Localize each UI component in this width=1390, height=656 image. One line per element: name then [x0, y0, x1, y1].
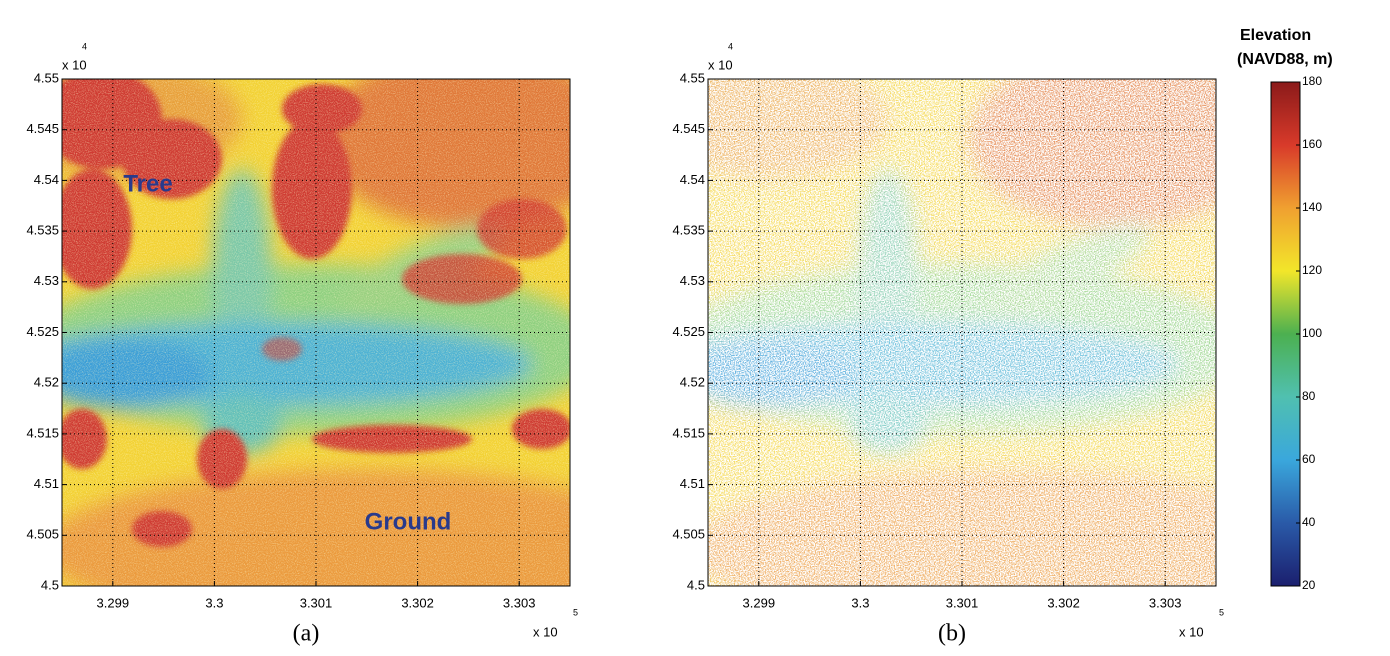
y-tick-label: 4.54	[680, 172, 705, 187]
colorbar-tick-label: 140	[1302, 200, 1322, 214]
x-tick-label: 3.301	[946, 595, 979, 610]
y-tick-label: 4.525	[672, 324, 705, 339]
axes-frame	[707, 78, 1217, 587]
y-exponent: 4	[728, 41, 733, 51]
colorbar-tick-label: 80	[1302, 389, 1316, 403]
y-tick-label: 4.51	[34, 476, 59, 491]
colorbar-tick-label: 100	[1302, 326, 1322, 340]
axes-frame	[61, 78, 571, 587]
y-tick-label: 4.53	[34, 273, 59, 288]
colorbar-tick-label: 180	[1302, 74, 1322, 88]
x-tick-label: 3.299	[743, 595, 776, 610]
x-tick-label: 3.299	[97, 595, 130, 610]
colorbar-title: Elevation	[1240, 27, 1311, 44]
map-image	[708, 79, 1216, 586]
x-tick-label: 3.301	[300, 595, 333, 610]
y-tick-label: 4.515	[26, 425, 59, 440]
y-exponent: 4	[82, 41, 87, 51]
y-tick-label: 4.515	[672, 425, 705, 440]
colorbar	[1270, 81, 1301, 587]
y-tick-label: 4.5	[41, 577, 59, 592]
y-tick-label: 4.54	[34, 172, 59, 187]
panel-label: (a)	[293, 621, 320, 647]
panel-label: (b)	[938, 621, 966, 647]
x-tick-label: 3.302	[401, 595, 434, 610]
annotation: Tree	[123, 170, 172, 197]
map-image	[62, 79, 570, 586]
x-exponent: 5	[573, 607, 578, 617]
x-tick-label: 3.3	[851, 595, 869, 610]
colorbar-tick-label: 40	[1302, 515, 1316, 529]
y-tick-label: 4.5	[687, 577, 705, 592]
x-tick-label: 3.303	[503, 595, 536, 610]
y-tick-label: 4.525	[26, 324, 59, 339]
y-tick-label: 4.545	[672, 121, 705, 136]
y-multiplier: x 10	[62, 57, 87, 72]
colorbar-tick-label: 160	[1302, 137, 1322, 151]
y-tick-label: 4.53	[680, 273, 705, 288]
x-tick-label: 3.303	[1149, 595, 1182, 610]
x-multiplier: x 10	[1179, 624, 1204, 639]
y-tick-label: 4.52	[680, 375, 705, 390]
colorbar-title: (NAVD88, m)	[1237, 51, 1333, 68]
y-tick-label: 4.55	[680, 70, 705, 85]
y-tick-label: 4.545	[26, 121, 59, 136]
x-tick-label: 3.302	[1047, 595, 1080, 610]
x-tick-label: 3.3	[205, 595, 223, 610]
x-exponent: 5	[1219, 607, 1224, 617]
y-tick-label: 4.52	[34, 375, 59, 390]
y-tick-label: 4.535	[26, 223, 59, 238]
colorbar-tick-label: 120	[1302, 263, 1322, 277]
y-tick-label: 4.55	[34, 70, 59, 85]
y-tick-label: 4.505	[26, 527, 59, 542]
y-tick-label: 4.535	[672, 223, 705, 238]
y-multiplier: x 10	[708, 57, 733, 72]
colorbar-tick-label: 60	[1302, 452, 1316, 466]
colorbar-tick-label: 20	[1302, 578, 1316, 592]
annotation: Ground	[365, 508, 452, 535]
y-tick-label: 4.51	[680, 476, 705, 491]
x-multiplier: x 10	[533, 624, 558, 639]
y-tick-label: 4.505	[672, 527, 705, 542]
